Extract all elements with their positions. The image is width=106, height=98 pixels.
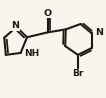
Text: N: N xyxy=(95,28,103,37)
Text: Br: Br xyxy=(72,69,84,78)
Text: N: N xyxy=(12,21,20,30)
Text: O: O xyxy=(44,9,52,18)
Text: NH: NH xyxy=(24,49,40,58)
